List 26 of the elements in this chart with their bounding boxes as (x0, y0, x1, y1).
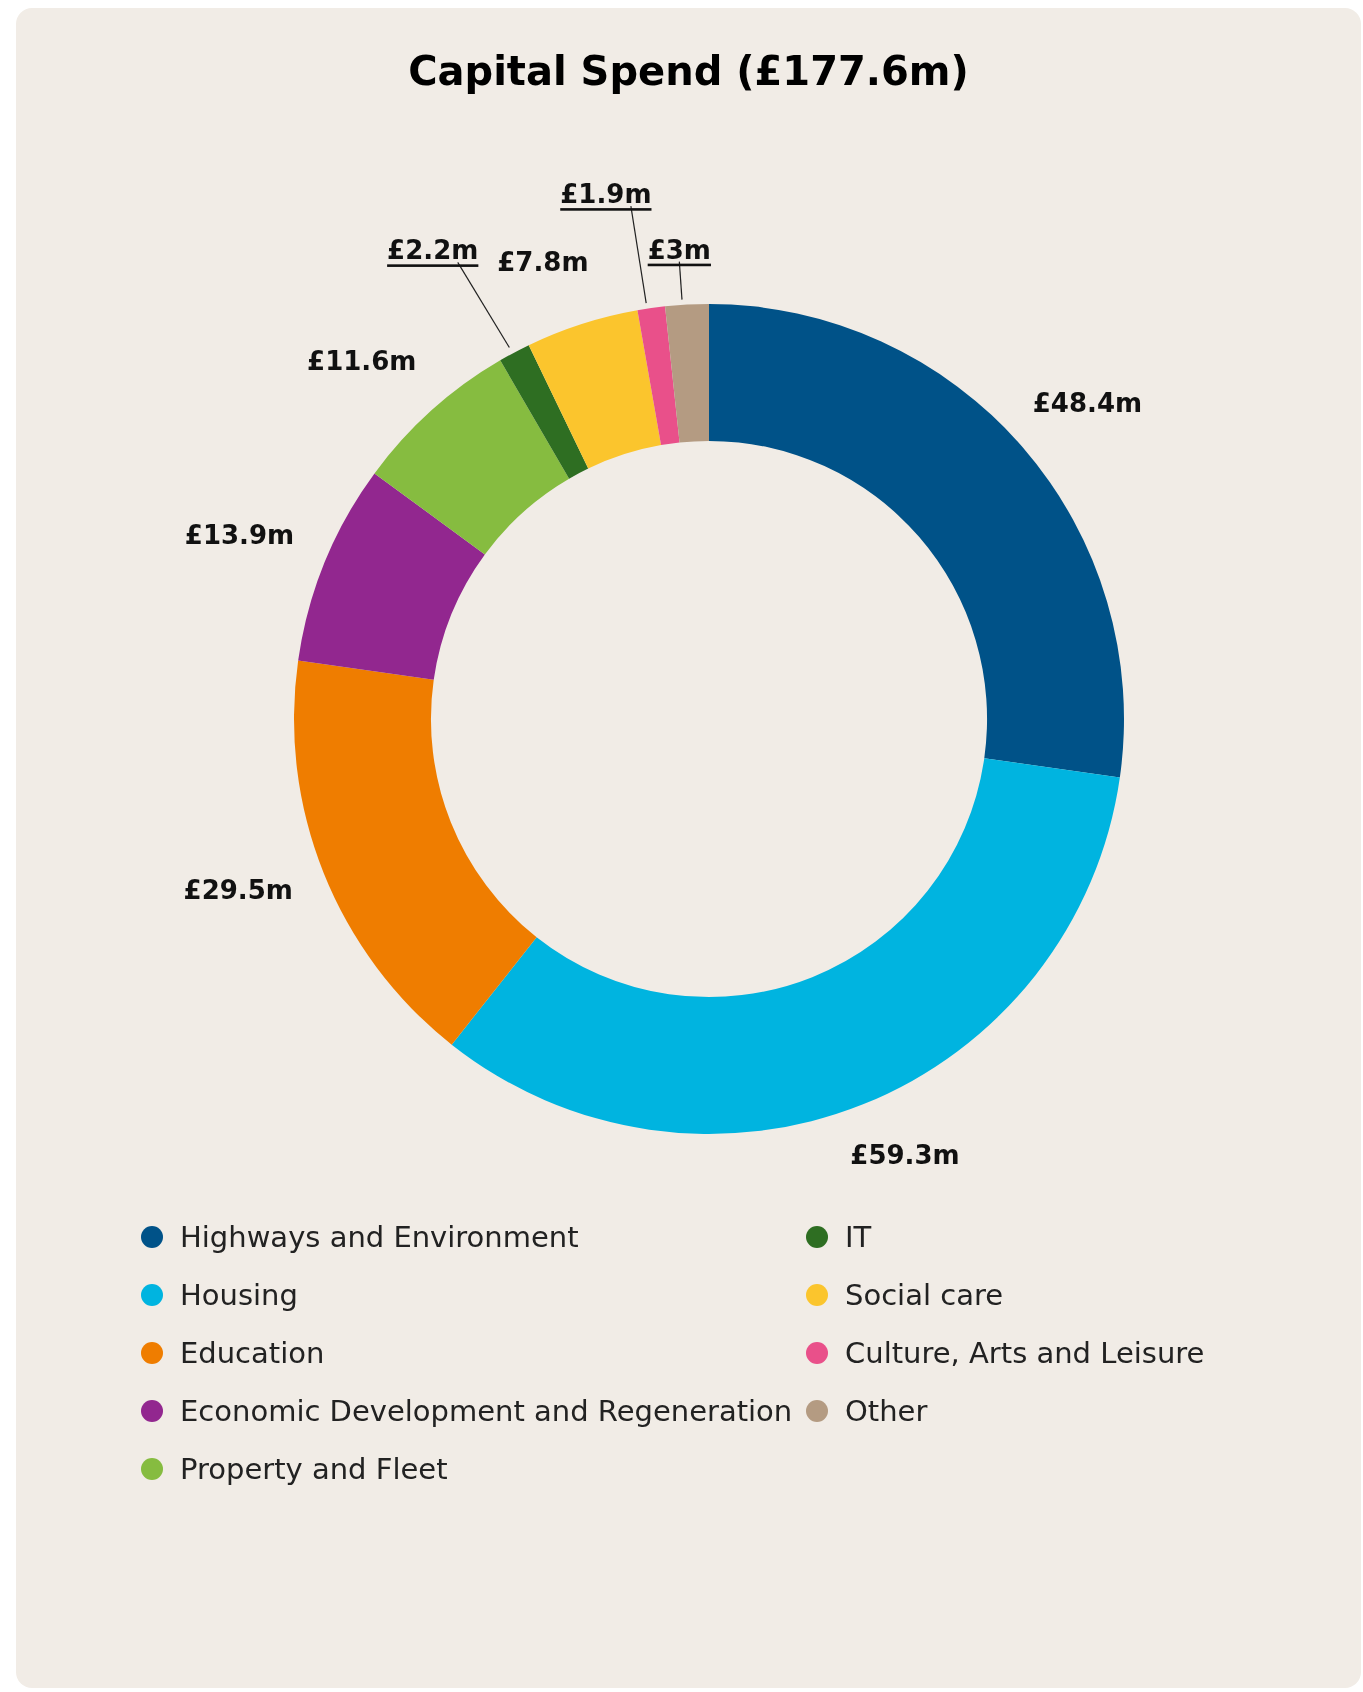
data-label: £3m (647, 234, 711, 265)
data-label: £1.9m (560, 179, 652, 210)
donut-slice (665, 304, 709, 443)
data-label: £59.3m (850, 1140, 960, 1171)
legend-label: Social care (845, 1278, 1004, 1312)
legend-label: Housing (180, 1278, 298, 1312)
legend-label: Other (845, 1394, 928, 1428)
data-label: £13.9m (184, 519, 295, 550)
data-label: £29.5m (183, 875, 293, 906)
data-label: £2.2m (387, 235, 479, 266)
legend-label: Economic Development and Regeneration (180, 1394, 793, 1428)
chart-title: Capital Spend (£177.6m) (407, 47, 970, 96)
legend-label: Culture, Arts and Leisure (845, 1336, 1205, 1370)
data-label: £11.6m (307, 345, 417, 376)
data-label: £48.4m (1032, 387, 1143, 418)
donut-slice (500, 345, 589, 479)
legend-label: Education (180, 1336, 325, 1370)
donut-slice (294, 660, 537, 1045)
donut-slice (451, 758, 1120, 1134)
donut-slice (528, 310, 662, 469)
donut-slice (637, 306, 680, 446)
donut-slice (298, 473, 485, 680)
legend-label: Highways and Environment (180, 1220, 579, 1254)
data-label: £7.8m (497, 246, 589, 277)
legend-label: IT (845, 1220, 872, 1254)
legend-label: Property and Fleet (180, 1452, 448, 1486)
